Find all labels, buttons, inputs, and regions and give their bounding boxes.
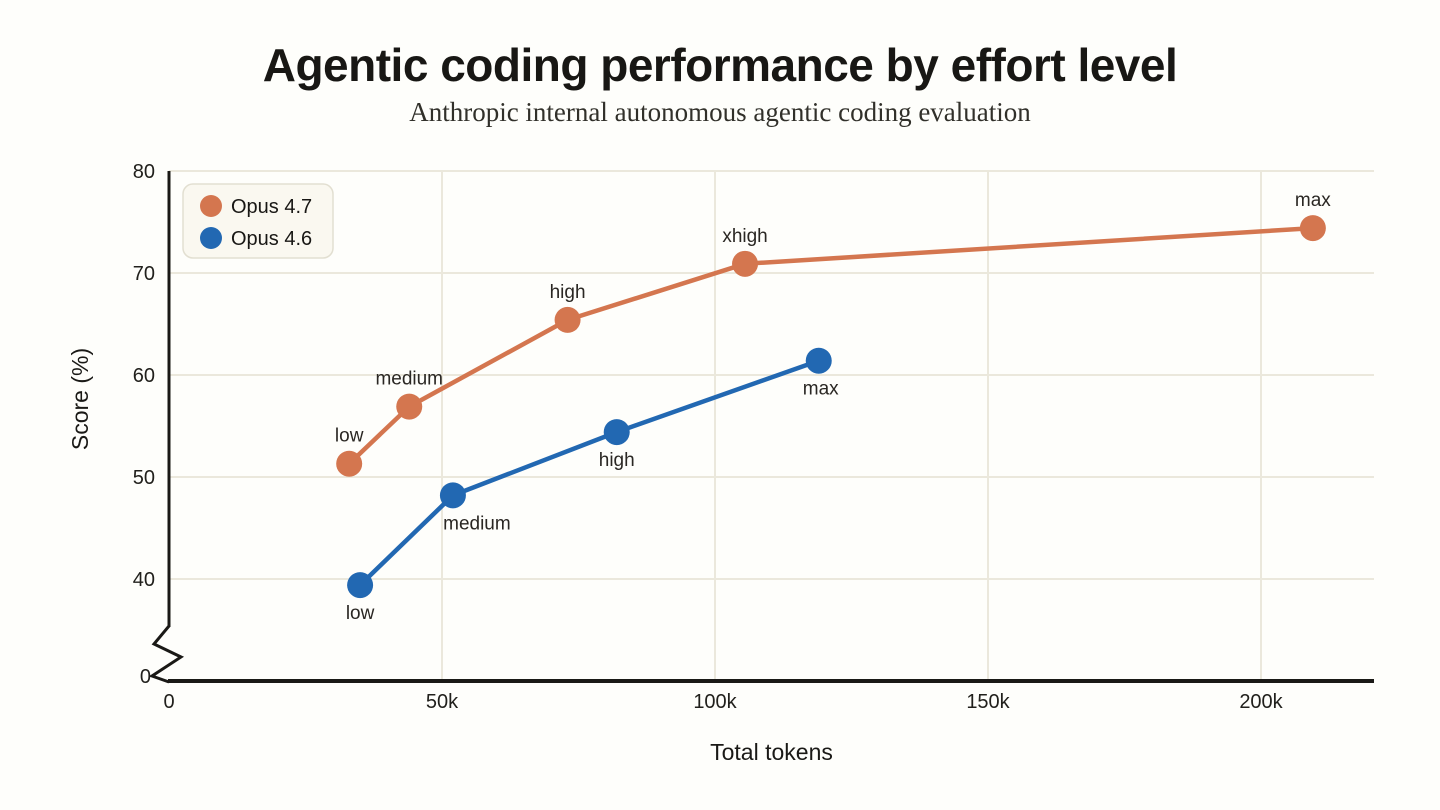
legend-swatch [200,227,222,249]
data-point [805,347,832,374]
legend-label: Opus 4.6 [231,228,312,250]
data-point [439,482,466,509]
axis-titles: Total tokens Score (%) [67,348,833,765]
series-line [347,225,1314,466]
x-tick-label: 100k [693,691,737,713]
y-axis-title: Score (%) [67,348,93,450]
legend-swatch [200,195,222,217]
point-label: low [346,603,375,624]
point-label: high [550,282,586,303]
point-label: medium [375,369,443,390]
data-point [347,572,374,599]
y-axis-break [148,625,185,684]
x-tick-label: 150k [966,691,1010,713]
data-point [732,250,759,277]
point-label: max [1295,190,1331,211]
point-label: high [599,450,635,471]
series-line [358,358,820,587]
axes [148,171,1374,684]
data-series: low medium high xhigh max low medium high max [335,190,1331,624]
point-label: xhigh [722,226,767,247]
x-tick-label: 50k [426,691,459,713]
data-point [1299,215,1326,242]
data-point [554,306,581,333]
point-label: medium [443,513,511,534]
chart-subtitle: Anthropic internal autonomous agentic co… [409,97,1031,127]
y-tick-label-zero: 0 [140,666,151,688]
data-point [336,450,363,477]
tick-labels: 40 50 60 70 80 00 50k 100k 150k 200k [133,161,1284,713]
y-tick-label: 80 [133,161,155,183]
legend: Opus 4.7 Opus 4.6 [182,183,334,259]
point-label: max [803,379,839,400]
x-axis-title: Total tokens [710,739,833,765]
y-tick-label: 40 [133,569,155,591]
x-tick-label: 200k [1239,691,1283,713]
chart-title: Agentic coding performance by effort lev… [262,39,1178,91]
data-point [603,419,630,446]
point-label: low [335,426,364,447]
y-tick-label: 70 [133,263,155,285]
x-tick-label: 0 [163,691,174,713]
legend-label: Opus 4.7 [231,196,312,218]
y-tick-label: 50 [133,467,155,489]
data-point [396,393,423,420]
y-tick-label: 60 [133,365,155,387]
